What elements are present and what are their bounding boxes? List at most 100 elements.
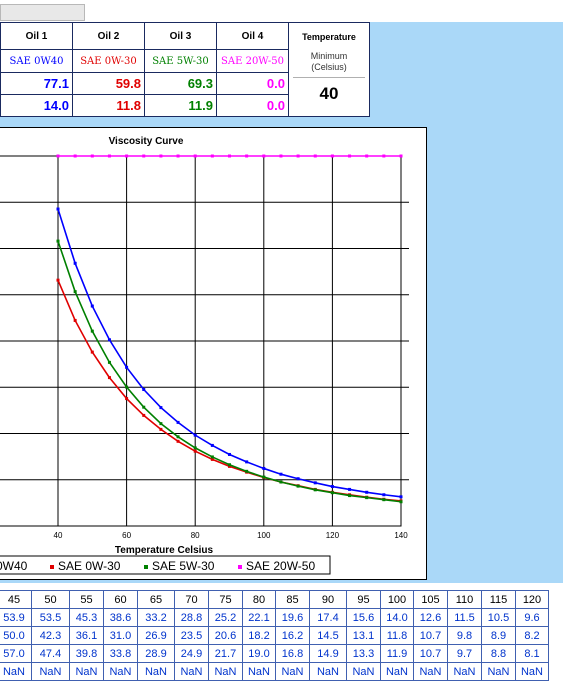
table-cell: 14.0 (380, 608, 414, 627)
table-cell: 13.1 (346, 626, 381, 645)
table-cell: 8.1 (515, 644, 549, 663)
table-cell: 12.6 (413, 608, 448, 627)
series-point (193, 154, 197, 158)
oil4-grade[interactable]: SAE 20W-50 (216, 49, 289, 73)
table-cell: 14.9 (309, 644, 347, 663)
series-point (348, 154, 352, 158)
table-cell: 38.6 (103, 608, 138, 627)
series-point (159, 406, 163, 410)
series-point (210, 455, 214, 459)
legend-label: SAE 0W-30 (58, 559, 121, 573)
table-cell: NaN (309, 662, 347, 681)
table-cell: NaN (69, 662, 104, 681)
series-point (279, 472, 283, 476)
table-header-cell: 80 (242, 590, 276, 609)
series-point (365, 154, 369, 158)
table-cell: 8.8 (481, 644, 516, 663)
table-cell: NaN (208, 662, 243, 681)
series-point (348, 494, 352, 498)
table-cell: 33.8 (103, 644, 138, 663)
x-tick-label: 60 (122, 531, 131, 540)
series-point (296, 484, 300, 488)
legend-swatch (50, 565, 54, 569)
series-point (193, 446, 197, 450)
series-point (56, 239, 60, 243)
series-point (73, 318, 77, 322)
table-cell: NaN (242, 662, 276, 681)
table-cell: 15.6 (346, 608, 381, 627)
table-header-cell: 60 (103, 590, 138, 609)
series-point (73, 261, 77, 265)
series-point (159, 427, 163, 431)
chart-series (56, 154, 403, 504)
top-toolbar-box[interactable] (0, 4, 85, 21)
table-cell: 11.9 (380, 644, 414, 663)
series-point (313, 154, 317, 158)
table-cell: 45.3 (69, 608, 104, 627)
table-cell: NaN (481, 662, 516, 681)
table-cell: 24.9 (174, 644, 209, 663)
table-cell: 22.1 (242, 608, 276, 627)
series-point (107, 154, 111, 158)
series-point (296, 477, 300, 481)
table-cell: 36.1 (69, 626, 104, 645)
series-point (90, 304, 94, 308)
table-header-cell: 65 (137, 590, 175, 609)
series-point (228, 464, 231, 468)
oil2-value-40: 59.8 (72, 72, 145, 95)
table-header-cell: 45 (0, 590, 32, 609)
oil2-grade[interactable]: SAE 0W-30 (72, 49, 145, 73)
series-point (382, 493, 386, 497)
series-point (107, 376, 111, 380)
series-point (399, 495, 403, 499)
series-point (56, 278, 60, 282)
table-header-cell: 95 (346, 590, 381, 609)
table-header-cell: 115 (481, 590, 516, 609)
table-header-cell: 70 (174, 590, 209, 609)
series-point (125, 365, 129, 369)
series-point (193, 433, 197, 437)
series-point (399, 500, 403, 504)
temperature-sub-2: (Celsius) (311, 62, 347, 72)
table-cell: 16.8 (275, 644, 310, 663)
series-point (176, 420, 180, 424)
temperature-sub-1: Minimum (310, 51, 348, 61)
series-point (142, 154, 146, 158)
series-point (296, 154, 300, 158)
table-cell: NaN (447, 662, 482, 681)
table-cell: 18.2 (242, 626, 276, 645)
series-point (90, 350, 94, 354)
series-point (107, 338, 111, 342)
table-cell: 10.7 (413, 644, 448, 663)
x-tick-label: 140 (394, 531, 408, 540)
series-point (348, 487, 352, 491)
viscosity-chart: Viscosity Curve 40 60 80 100 120 140 Temperat… (0, 136, 409, 575)
series-point (262, 475, 266, 479)
x-tick-label: 40 (54, 531, 63, 540)
table-header-cell: 120 (515, 590, 549, 609)
table-cell: NaN (346, 662, 381, 681)
series-point (210, 457, 214, 461)
table-row: NaN NaN NaN NaN NaN NaN NaN NaN NaN NaN NaN NaN NaN N… (0, 662, 549, 681)
series-point (107, 360, 111, 364)
series-point (176, 439, 180, 443)
series-point (399, 154, 403, 158)
table-cell: 50.0 (0, 626, 32, 645)
table-cell: 28.8 (174, 608, 209, 627)
table-cell: 47.4 (31, 644, 70, 663)
series-point (228, 452, 231, 456)
series-point (210, 443, 214, 447)
series-point (228, 463, 231, 467)
oil3-grade[interactable]: SAE 5W-30 (144, 49, 217, 73)
chart-grid (0, 156, 409, 526)
oil2-value-100: 11.8 (72, 94, 145, 117)
oil1-grade[interactable]: SAE 0W40 (0, 49, 73, 73)
legend-box (0, 555, 331, 575)
temperature-title: Temperature (302, 32, 356, 42)
temperature-panel: Temperature Minimum (Celsius) 40 (288, 22, 370, 117)
table-cell: NaN (137, 662, 175, 681)
table-cell: 31.0 (103, 626, 138, 645)
temperature-minimum-input[interactable]: 40 (319, 84, 339, 103)
series-point (159, 422, 163, 426)
series-point (245, 460, 249, 464)
